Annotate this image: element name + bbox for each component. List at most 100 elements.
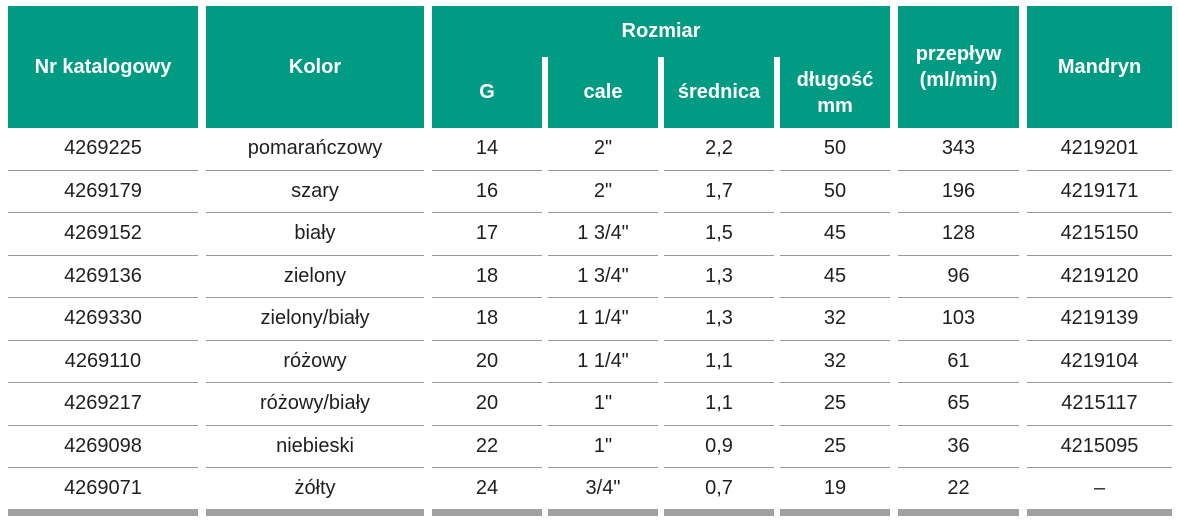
cell-dlugosc-mm: 32: [780, 341, 890, 383]
header-dlugosc-line2: mm: [817, 94, 853, 117]
cell-kolor: różowy: [206, 341, 424, 383]
cell-mandryn: 4219201: [1027, 128, 1172, 171]
table-bottom-bars: [8, 509, 1178, 516]
cell-dlugosc-mm: 50: [780, 128, 890, 171]
table-row: 4269098 niebieski 22 1" 0,9 25 36 421509…: [8, 426, 1178, 468]
cell-srednica: 1,5: [664, 213, 774, 256]
cell-srednica: 1,1: [664, 341, 774, 383]
cell-g: 22: [432, 426, 542, 468]
header-mandryn: Mandryn: [1027, 6, 1172, 128]
cell-srednica: 1,7: [664, 171, 774, 213]
cell-mandryn: 4215117: [1027, 383, 1172, 426]
header-rozmiar-group: Rozmiar G cale średnica długość mm: [432, 6, 890, 128]
cell-nr-katalogowy: 4269217: [8, 383, 198, 426]
table-row: 4269225 pomarańczowy 14 2" 2,2 50 343 42…: [8, 128, 1178, 171]
table-row: 4269217 różowy/biały 20 1" 1,1 25 65 421…: [8, 383, 1178, 426]
header-cale: cale: [548, 57, 658, 128]
header-dlugosc-line1: długość: [796, 68, 874, 91]
cell-mandryn: 4215150: [1027, 213, 1172, 256]
table-row: 4269330 zielony/biały 18 1 1/4" 1,3 32 1…: [8, 298, 1178, 341]
cell-przeplyw: 96: [898, 256, 1019, 298]
cell-srednica: 1,1: [664, 383, 774, 426]
cell-kolor: żółty: [294, 476, 336, 499]
cell-g: 18: [432, 256, 542, 298]
cell-dlugosc-mm: 32: [780, 298, 890, 341]
cell-srednica: 1,3: [664, 256, 774, 298]
cell-mandryn: –: [1093, 476, 1106, 499]
cell-srednica: 1,3: [664, 298, 774, 341]
cell-mandryn: 4219104: [1027, 341, 1172, 383]
header-przeplyw-line2: (ml/min): [919, 69, 998, 91]
cell-nr-katalogowy: 4269152: [8, 213, 198, 256]
cell-cale: 1 3/4": [548, 256, 658, 298]
cell-przeplyw: 36: [898, 426, 1019, 468]
cell-srednica: 0,7: [705, 476, 733, 499]
table-row: 4269136 zielony 18 1 3/4" 1,3 45 96 4219…: [8, 256, 1178, 298]
cell-g: 16: [432, 171, 542, 213]
cell-kolor: zielony/biały: [206, 298, 424, 341]
header-g: G: [432, 57, 542, 128]
bottom-bar: [898, 509, 1019, 516]
header-nr-katalogowy: Nr katalogowy: [8, 6, 198, 128]
cell-g: 18: [432, 298, 542, 341]
cell-dlugosc-mm: 45: [780, 213, 890, 256]
table-row: 4269071 żółty 24 3/4" 0,7 19 22 –: [8, 468, 1178, 508]
cell-kolor: biały: [206, 213, 424, 256]
bottom-bar: [664, 509, 774, 516]
cell-przeplyw: 103: [898, 298, 1019, 341]
cell-mandryn: 4219139: [1027, 298, 1172, 341]
cell-nr-katalogowy: 4269179: [8, 171, 198, 213]
bottom-bar: [548, 509, 658, 516]
cell-przeplyw: 61: [898, 341, 1019, 383]
cell-przeplyw: 22: [947, 476, 970, 499]
cell-przeplyw: 65: [898, 383, 1019, 426]
bottom-bar: [432, 509, 542, 516]
table-row: 4269152 biały 17 1 3/4" 1,5 45 128 42151…: [8, 213, 1178, 256]
cell-g: 24: [475, 476, 499, 499]
cell-cale: 1": [548, 383, 658, 426]
bottom-bar: [206, 509, 424, 516]
cell-dlugosc-mm: 19: [823, 476, 847, 499]
bottom-bar: [780, 509, 890, 516]
bottom-bar: [1027, 509, 1172, 516]
cell-mandryn: 4215095: [1027, 426, 1172, 468]
cell-nr-katalogowy: 4269098: [8, 426, 198, 468]
cell-dlugosc-mm: 45: [780, 256, 890, 298]
cell-przeplyw: 196: [898, 171, 1019, 213]
cell-cale: 3/4": [585, 476, 621, 499]
cell-dlugosc-mm: 50: [780, 171, 890, 213]
cell-kolor: różowy/biały: [206, 383, 424, 426]
cell-kolor: szary: [206, 171, 424, 213]
header-dlugosc-mm: długość mm: [780, 57, 890, 128]
cell-g: 14: [432, 128, 542, 171]
header-rozmiar-subrow: G cale średnica długość mm: [432, 57, 890, 128]
cell-g: 20: [432, 341, 542, 383]
cell-cale: 1 3/4": [548, 213, 658, 256]
table-body: 4269225 pomarańczowy 14 2" 2,2 50 343 42…: [8, 128, 1178, 508]
cell-srednica: 0,9: [664, 426, 774, 468]
cell-nr-katalogowy: 4269071: [64, 476, 142, 499]
cell-nr-katalogowy: 4269136: [8, 256, 198, 298]
header-rozmiar-title: Rozmiar: [432, 6, 890, 57]
cell-mandryn: 4219120: [1027, 256, 1172, 298]
cell-nr-katalogowy: 4269330: [8, 298, 198, 341]
cell-cale: 1": [548, 426, 658, 468]
cell-mandryn: 4219171: [1027, 171, 1172, 213]
cell-g: 17: [432, 213, 542, 256]
cell-cale: 1 1/4": [548, 341, 658, 383]
cell-nr-katalogowy: 4269110: [8, 341, 198, 383]
cell-cale: 2": [548, 128, 658, 171]
cell-cale: 1 1/4": [548, 298, 658, 341]
table-row: 4269179 szary 16 2" 1,7 50 196 4219171: [8, 171, 1178, 213]
cell-przeplyw: 343: [898, 128, 1019, 171]
header-przeplyw: przepływ (ml/min): [898, 6, 1019, 128]
cell-nr-katalogowy: 4269225: [8, 128, 198, 171]
cell-kolor: zielony: [206, 256, 424, 298]
cell-kolor: niebieski: [206, 426, 424, 468]
cell-kolor: pomarańczowy: [206, 128, 424, 171]
cell-srednica: 2,2: [664, 128, 774, 171]
table-row: 4269110 różowy 20 1 1/4" 1,1 32 61 42191…: [8, 341, 1178, 383]
header-przeplyw-line1: przepływ: [915, 43, 1002, 65]
table-header: Nr katalogowy Kolor Rozmiar G cale średn…: [8, 6, 1178, 128]
